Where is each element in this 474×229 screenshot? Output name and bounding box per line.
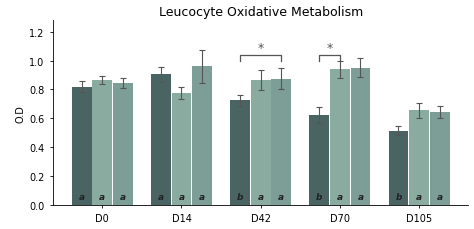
Text: b: b bbox=[316, 192, 322, 201]
Bar bbox=[330, 70, 350, 205]
Text: a: a bbox=[257, 192, 264, 201]
Text: b: b bbox=[395, 192, 402, 201]
Y-axis label: O.D: O.D bbox=[15, 104, 25, 122]
Bar bbox=[310, 115, 329, 205]
Bar bbox=[351, 68, 370, 205]
Bar bbox=[92, 81, 112, 205]
Bar bbox=[409, 111, 429, 205]
Text: a: a bbox=[416, 192, 422, 201]
Bar bbox=[389, 131, 409, 205]
Bar bbox=[430, 112, 449, 205]
Text: *: * bbox=[257, 42, 264, 55]
Bar bbox=[72, 87, 91, 205]
Text: b: b bbox=[237, 192, 243, 201]
Bar bbox=[192, 67, 212, 205]
Bar bbox=[251, 81, 271, 205]
Text: a: a bbox=[199, 192, 205, 201]
Text: a: a bbox=[337, 192, 343, 201]
Bar bbox=[230, 101, 250, 205]
Text: *: * bbox=[327, 42, 333, 55]
Bar bbox=[272, 79, 291, 205]
Text: a: a bbox=[79, 192, 85, 201]
Bar bbox=[113, 84, 133, 205]
Title: Leucocyte Oxidative Metabolism: Leucocyte Oxidative Metabolism bbox=[158, 5, 363, 19]
Bar bbox=[172, 94, 191, 205]
Bar bbox=[151, 75, 171, 205]
Text: a: a bbox=[437, 192, 443, 201]
Text: a: a bbox=[158, 192, 164, 201]
Text: a: a bbox=[178, 192, 184, 201]
Text: a: a bbox=[120, 192, 126, 201]
Text: a: a bbox=[278, 192, 284, 201]
Text: a: a bbox=[357, 192, 364, 201]
Text: a: a bbox=[99, 192, 105, 201]
